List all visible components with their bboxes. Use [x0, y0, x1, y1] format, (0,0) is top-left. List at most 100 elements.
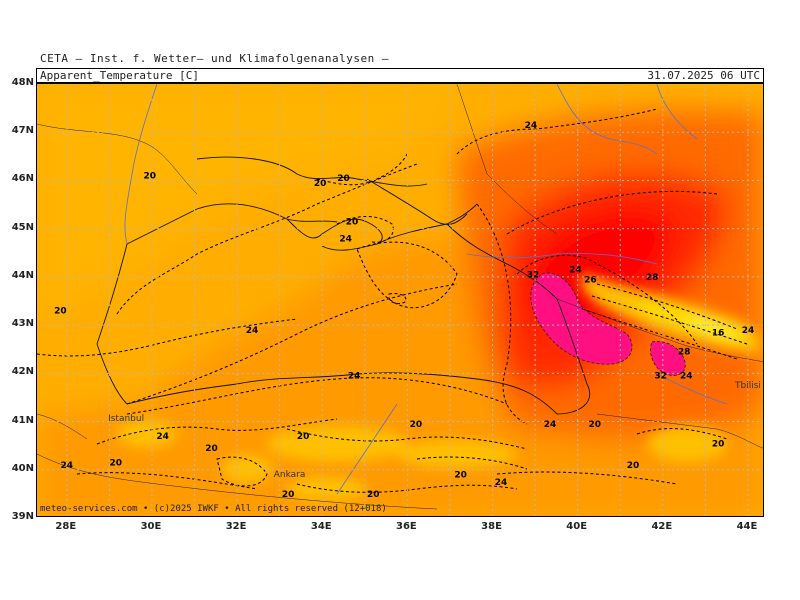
isotherm-28	[506, 190, 718, 235]
contour-label: 24	[495, 478, 508, 488]
contour-label: 32	[527, 270, 540, 280]
extreme-blob-east	[650, 341, 686, 376]
latitude-label: 41N	[11, 414, 34, 426]
copyright-credit: meteo-services.com • (c)2025 IWKF • All …	[40, 504, 387, 514]
cool-patches	[117, 420, 727, 501]
field-blacksea-warm	[127, 240, 508, 424]
contour-label: 20	[54, 307, 67, 317]
longitude-label: 32E	[225, 521, 247, 532]
river-anatolia	[656, 373, 728, 405]
cool-patch	[267, 426, 407, 462]
river-don	[556, 84, 658, 155]
latitude-label: 46N	[11, 173, 34, 185]
contour-label: 20	[337, 174, 350, 184]
isotherm-20	[416, 456, 528, 470]
contour-label: 24	[544, 420, 557, 430]
isotherm-20	[296, 483, 518, 493]
isotherm-24	[496, 471, 678, 485]
city-label: Ankara	[274, 470, 306, 480]
longitude-label: 30E	[140, 521, 162, 532]
contour-label: 24	[246, 326, 259, 336]
temperature-map: 20 20 20 20 20 24 24 24 24 32 24 26 28 16 24 28 32 24 24 20…	[37, 84, 763, 516]
border	[596, 413, 763, 449]
organization-header: CETA — Inst. f. Wetter— und Klimafolgena…	[40, 52, 390, 65]
isotherm-20	[591, 295, 748, 345]
isotherm-24	[37, 318, 298, 357]
contour-label: 20	[314, 179, 327, 189]
longitude-label: 44E	[736, 521, 758, 532]
contour-label: 20	[367, 490, 380, 500]
contour-label: 24	[61, 461, 74, 471]
longitude-label: 40E	[566, 521, 588, 532]
extreme-blob-west	[530, 272, 633, 365]
contour-label: 24	[156, 432, 169, 442]
isotherm-20	[336, 216, 394, 243]
contour-label: 24	[348, 372, 361, 382]
contour-label: 20	[109, 459, 122, 469]
isotherm-24	[126, 283, 458, 405]
latitude-label: 45N	[11, 221, 34, 233]
graticule	[37, 84, 763, 516]
contour-label: 24	[680, 372, 693, 382]
title-bar: Apparent_Temperature [C] 31.07.2025 06 U…	[36, 68, 764, 83]
contour-labels: 20 20 20 20 20 24 24 24 24 32 24 26 28 16 24 28 32 24 24 20…	[54, 121, 754, 500]
contour-label: 20	[282, 490, 295, 500]
coast-turkey-north	[126, 372, 558, 415]
isotherm-24	[356, 241, 458, 309]
contour-label: 20	[410, 420, 423, 430]
contour-label: 24	[339, 234, 352, 244]
cool-patch	[287, 477, 367, 501]
contour-label: 20	[588, 420, 601, 430]
latitude-label: 47N	[11, 125, 34, 137]
latitude-label: 39N	[11, 511, 34, 522]
city-label: Istanbul	[108, 414, 144, 424]
ridge-core	[682, 312, 742, 336]
isotherm-24	[76, 472, 258, 490]
map-panel: 20 20 20 20 20 24 24 24 24 32 24 26 28 16 24 28 32 24 24 20…	[36, 83, 764, 517]
isotherm-24	[456, 108, 658, 155]
latitude-label: 43N	[11, 318, 34, 330]
cool-patch	[647, 426, 727, 462]
latitude-label: 44N	[11, 269, 34, 281]
contour-label: 28	[646, 273, 659, 283]
contour-label: 20	[205, 444, 218, 454]
contour-label: 20	[627, 461, 640, 471]
coast-bosphorus	[96, 343, 128, 405]
latitude-label: 42N	[11, 366, 34, 378]
river-kizilirmak	[336, 403, 398, 495]
longitude-label: 34E	[310, 521, 332, 532]
cool-patch	[222, 455, 272, 483]
isotherm-24	[581, 308, 738, 360]
longitude-label: 36E	[396, 521, 417, 532]
coast-kerch	[376, 203, 478, 245]
longitude-label: 38E	[481, 521, 502, 532]
cool-patch	[397, 440, 517, 468]
isotherm-16	[596, 283, 738, 330]
contour-label: 20	[346, 217, 359, 227]
longitude-label: 28E	[55, 521, 77, 532]
river-dnieper	[124, 84, 158, 245]
cool-patch	[117, 420, 177, 448]
coast-west-black-sea	[96, 243, 128, 345]
valid-time: 31.07.2025 06 UTC	[647, 69, 760, 82]
contour-label: 26	[584, 275, 597, 285]
contour-label: 28	[678, 348, 691, 358]
isotherm-20	[216, 456, 268, 487]
contour-label: 24	[525, 121, 538, 131]
field-ne-turkey-hot	[507, 384, 737, 439]
contour-label: 20	[712, 439, 725, 449]
isotherm-20	[636, 428, 728, 440]
contour-label: 32	[654, 372, 667, 382]
coast-crimea	[196, 156, 428, 187]
contour-label: 16	[712, 328, 725, 338]
isotherm-32	[516, 254, 698, 345]
isotherm-20	[316, 153, 408, 186]
city-labels: Istanbul Ankara Tbilisi	[108, 381, 761, 480]
isotherm-28	[126, 377, 508, 415]
city-label: Tbilisi	[734, 381, 761, 391]
border	[37, 123, 198, 195]
contour-label: 20	[454, 471, 467, 481]
border	[456, 84, 558, 235]
parameter-title: Apparent_Temperature [C]	[40, 69, 199, 82]
coast-azov	[366, 178, 468, 225]
